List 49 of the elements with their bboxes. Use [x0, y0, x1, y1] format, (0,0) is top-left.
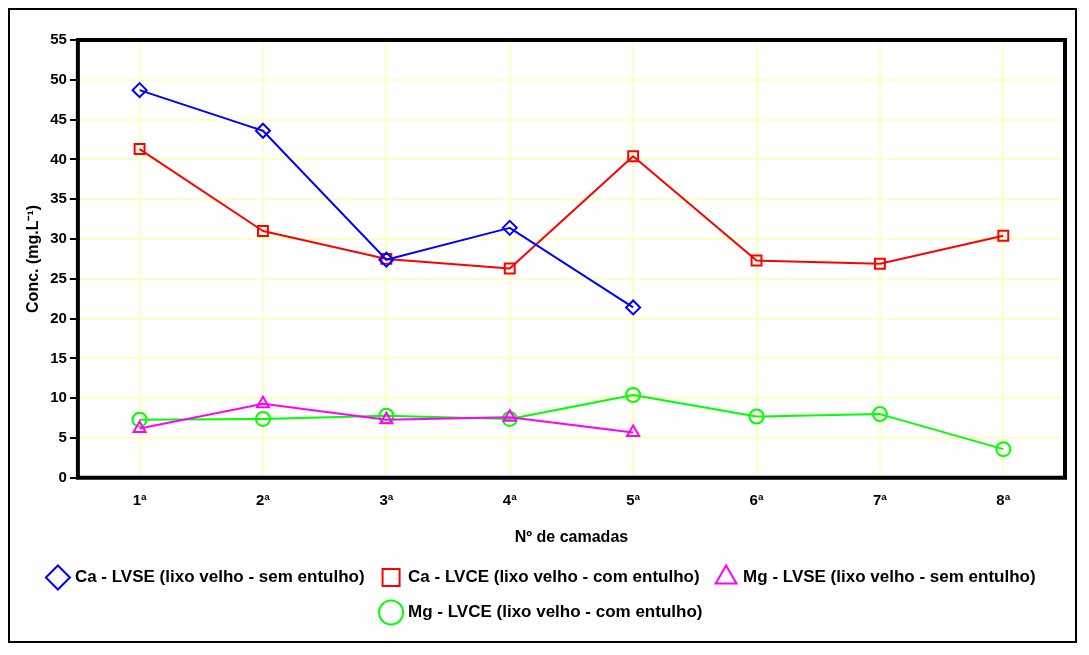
point — [626, 424, 641, 437]
y-tick-label: 20 — [50, 308, 67, 326]
y-tick-label: 45 — [50, 109, 67, 127]
y-tick-label: 35 — [50, 189, 67, 207]
point — [625, 387, 642, 404]
point — [257, 225, 269, 237]
point — [871, 406, 888, 423]
point — [133, 143, 146, 155]
y-tick-label: 5 — [58, 428, 67, 446]
point — [254, 122, 271, 139]
y-tick-label: 0 — [58, 467, 67, 485]
x-tick-label: 8ª — [996, 490, 1011, 508]
point — [997, 229, 1010, 242]
y-tick-label: 10 — [50, 388, 67, 406]
x-tick-label: 4ª — [502, 490, 518, 508]
legend-label: Mg - LVCE (lixo velho - com entulho) — [408, 602, 703, 622]
point — [625, 299, 642, 316]
point — [501, 410, 518, 427]
point — [255, 395, 271, 409]
point — [750, 254, 763, 267]
point — [502, 409, 517, 422]
point — [627, 150, 640, 163]
x-tick-label: 2ª — [256, 490, 271, 508]
point — [131, 411, 148, 428]
point — [501, 219, 518, 236]
y-tick-label: 50 — [50, 69, 67, 87]
legend-label: Mg - LVSE (lixo velho - sem entulho) — [743, 567, 1036, 587]
point — [995, 441, 1012, 458]
point — [503, 262, 516, 275]
point — [254, 410, 271, 427]
legend-label: Ca - LVSE (lixo velho - sem entulho) — [74, 567, 365, 587]
y-tick-label: 55 — [50, 30, 67, 48]
x-axis-title: Nº de camadas — [514, 527, 629, 545]
point — [379, 411, 394, 425]
x-tick-label: 6ª — [749, 490, 764, 508]
y-tick-label: 40 — [50, 149, 67, 167]
y-tick-label: 30 — [50, 229, 67, 247]
y-axis-title: Conc. (mg.L⁻¹) — [24, 204, 42, 313]
point — [873, 257, 886, 270]
y-tick-label: 25 — [50, 268, 67, 286]
x-tick-label: 1ª — [132, 490, 147, 508]
y-tick-label: 15 — [50, 348, 67, 366]
point — [748, 408, 765, 425]
x-tick-label: 5ª — [626, 490, 641, 508]
legend-label: Ca - LVCE (lixo velho - com entulho) — [408, 567, 700, 587]
x-tick-label: 7ª — [872, 490, 888, 508]
point — [132, 420, 147, 433]
x-tick-label: 3ª — [379, 490, 394, 508]
point — [131, 82, 148, 99]
